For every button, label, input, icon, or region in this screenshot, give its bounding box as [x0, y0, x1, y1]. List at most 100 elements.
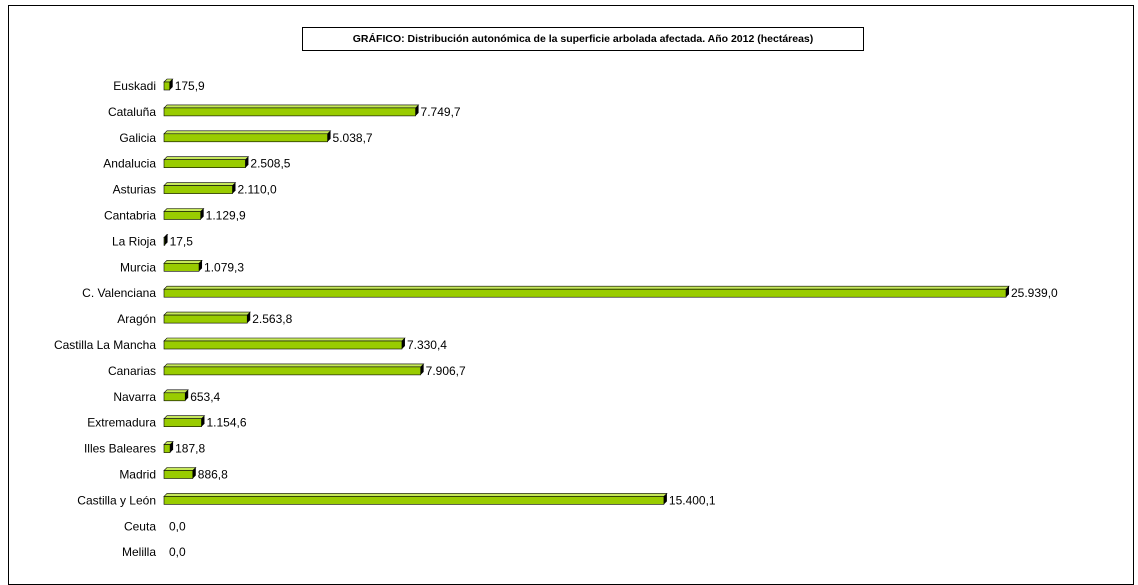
bar-side-face — [1006, 286, 1009, 298]
value-label: 15.400,1 — [669, 493, 716, 507]
bar-top-face — [163, 467, 197, 471]
value-label: 1.079,3 — [204, 260, 244, 274]
category-label: C. Valenciana — [82, 286, 156, 300]
bar-side-face — [401, 338, 405, 349]
bar — [163, 415, 206, 428]
category-label: Extremadura — [87, 416, 156, 430]
value-label: 5.038,7 — [333, 131, 373, 145]
value-label: 2.110,0 — [237, 183, 276, 197]
bar-front-face — [163, 107, 416, 117]
bar — [163, 182, 237, 194]
bar — [163, 493, 668, 505]
value-label: 187,8 — [175, 442, 205, 456]
bar — [163, 337, 406, 350]
bar-front-face — [163, 81, 171, 91]
bar-top-face — [163, 182, 237, 186]
category-label: Murcia — [120, 260, 156, 274]
value-label: 0,0 — [169, 545, 186, 559]
value-label: 25.939,0 — [1011, 286, 1058, 300]
value-label: 1.154,6 — [206, 416, 246, 430]
bar — [163, 311, 251, 324]
bar-front-face — [163, 159, 246, 168]
bar-top-face — [163, 208, 205, 212]
bar-front-face — [163, 262, 200, 272]
bar — [163, 156, 250, 168]
bar-front-face — [163, 392, 186, 402]
bar-top-face — [163, 156, 250, 160]
category-label: Ceuta — [124, 519, 156, 533]
category-label: Andalucia — [103, 157, 156, 171]
bar — [163, 130, 332, 143]
bar — [163, 104, 420, 117]
bar — [163, 259, 203, 272]
bars-layer: Euskadi 175,9 Cataluña 7.749,7 Galicia 5.038,… — [54, 78, 1058, 559]
bar — [163, 234, 169, 246]
bar-front-face — [163, 366, 421, 376]
bar-front-face — [163, 288, 1007, 298]
bar-top-face — [163, 389, 189, 394]
bar-top-face — [163, 104, 420, 109]
bar-side-face — [420, 363, 424, 375]
bar-top-face — [163, 493, 668, 497]
category-label: Asturias — [113, 183, 156, 197]
bar-top-face — [163, 130, 332, 135]
bar-side-face — [232, 182, 236, 194]
category-label: Cataluña — [108, 105, 156, 119]
bar-side-face — [200, 208, 204, 220]
category-label: Cantabria — [104, 209, 156, 223]
bar-side-face — [199, 260, 203, 272]
bar-top-face — [163, 311, 251, 316]
value-label: 2.563,8 — [252, 312, 292, 326]
value-label: 0,0 — [169, 519, 186, 533]
value-label: 886,8 — [198, 468, 228, 482]
bar-side-face — [327, 130, 331, 142]
category-label: Navarra — [113, 390, 156, 404]
bar — [163, 78, 174, 91]
bar-side-face — [415, 104, 419, 116]
bar-side-face — [164, 234, 168, 246]
category-label: Canarias — [108, 364, 156, 378]
bar-front-face — [163, 444, 171, 453]
bar-side-face — [201, 415, 205, 427]
value-label: 653,4 — [190, 390, 220, 404]
bar-front-face — [163, 185, 233, 194]
value-label: 2.508,5 — [250, 157, 290, 171]
bar-side-face — [247, 312, 251, 324]
bar-side-face — [245, 156, 249, 168]
bar-top-face — [163, 415, 206, 420]
bar-side-face — [169, 79, 173, 90]
bar-side-face — [192, 467, 196, 479]
category-label: Galicia — [119, 131, 156, 145]
value-label: 1.129,9 — [206, 209, 246, 223]
bar-top-face — [163, 285, 1010, 290]
bar-front-face — [163, 133, 328, 143]
bar-top-face — [163, 363, 425, 368]
bar-top-face — [163, 337, 406, 342]
bar — [163, 363, 425, 376]
category-label: Madrid — [119, 468, 156, 482]
bar-front-face — [163, 314, 248, 324]
bar — [163, 441, 174, 453]
chart-title: GRÁFICO: Distribución autonómica de la s… — [302, 27, 864, 51]
value-label: 17,5 — [170, 234, 194, 248]
category-label: Euskadi — [113, 79, 156, 93]
bar-side-face — [663, 493, 667, 505]
value-label: 7.330,4 — [407, 338, 447, 352]
bar — [163, 208, 205, 220]
bar-side-face — [170, 441, 174, 453]
bar-front-face — [163, 418, 202, 428]
category-label: Melilla — [122, 545, 156, 559]
value-label: 7.906,7 — [426, 364, 466, 378]
value-label: 7.749,7 — [421, 105, 461, 119]
value-label: 175,9 — [175, 79, 205, 93]
category-label: Illes Baleares — [84, 442, 156, 456]
category-label: La Rioja — [112, 234, 156, 248]
category-label: Castilla La Mancha — [54, 338, 156, 352]
bar-top-face — [163, 259, 203, 264]
bar — [163, 467, 197, 479]
bar-front-face — [163, 340, 403, 350]
bar-front-face — [163, 211, 201, 220]
bar-side-face — [185, 389, 189, 401]
category-label: Aragón — [117, 312, 156, 326]
